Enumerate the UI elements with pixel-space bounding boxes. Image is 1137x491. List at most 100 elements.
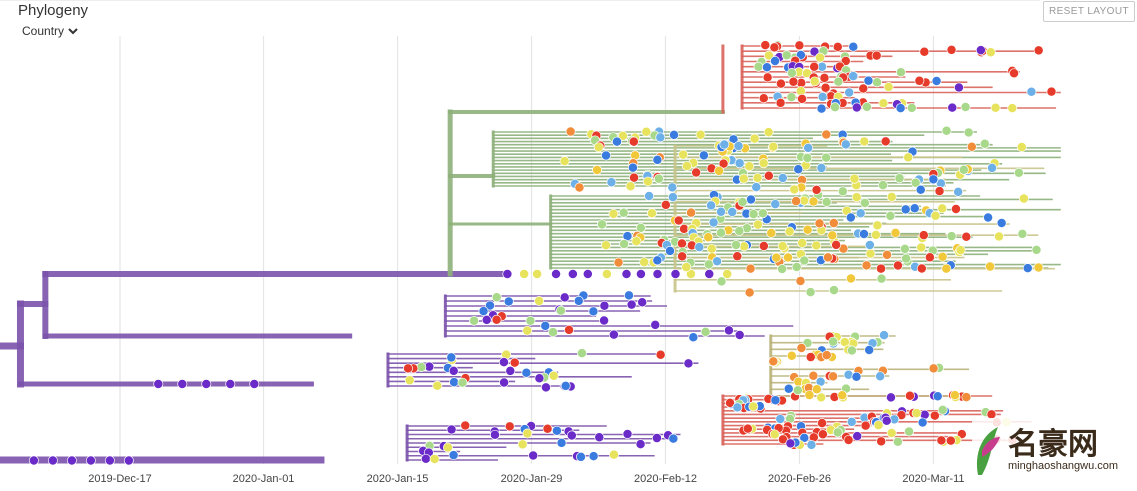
tip-node[interactable]	[757, 208, 768, 219]
tip-node[interactable]	[809, 76, 820, 87]
tip-node[interactable]	[644, 191, 655, 201]
tip-node[interactable]	[895, 67, 906, 78]
tip-node[interactable]	[225, 379, 236, 389]
tip-node[interactable]	[47, 455, 58, 466]
tip-node[interactable]	[491, 314, 502, 325]
tip-node[interactable]	[814, 218, 825, 229]
tip-node[interactable]	[960, 102, 971, 112]
tip-node[interactable]	[624, 290, 634, 301]
tip-node[interactable]	[870, 229, 881, 240]
tip-node[interactable]	[918, 230, 929, 241]
tip-node[interactable]	[796, 343, 807, 353]
tip-node[interactable]	[845, 273, 856, 284]
tip-node[interactable]	[650, 319, 661, 330]
tip-node[interactable]	[404, 375, 415, 386]
tip-node[interactable]	[843, 435, 854, 445]
tip-node[interactable]	[660, 199, 671, 210]
tip-node[interactable]	[646, 208, 657, 219]
color-by-dropdown[interactable]: Country	[22, 24, 78, 38]
tip-node[interactable]	[821, 197, 832, 207]
tip-node[interactable]	[519, 269, 530, 279]
tip-node[interactable]	[678, 149, 689, 160]
tip-node[interactable]	[808, 370, 819, 381]
tip-node[interactable]	[443, 442, 453, 453]
tip-node[interactable]	[769, 42, 780, 53]
tip-node[interactable]	[817, 418, 828, 429]
tip-node[interactable]	[628, 136, 639, 147]
tip-node[interactable]	[885, 210, 896, 221]
tip-node[interactable]	[894, 173, 905, 184]
tip-node[interactable]	[521, 367, 532, 378]
tip-node[interactable]	[752, 172, 763, 183]
tip-node[interactable]	[551, 425, 562, 436]
tip-node[interactable]	[979, 138, 990, 149]
tip-node[interactable]	[688, 332, 699, 343]
tip-node[interactable]	[629, 172, 639, 183]
tip-node[interactable]	[811, 240, 822, 251]
tip-node[interactable]	[953, 186, 964, 197]
tip-node[interactable]	[803, 142, 814, 153]
tip-node[interactable]	[582, 269, 593, 279]
tip-node[interactable]	[851, 102, 862, 113]
tip-node[interactable]	[1017, 228, 1028, 239]
tip-node[interactable]	[432, 380, 443, 391]
tip-node[interactable]	[828, 336, 839, 347]
tip-node[interactable]	[788, 76, 799, 87]
tip-node[interactable]	[613, 257, 624, 268]
tip-node[interactable]	[904, 426, 915, 437]
tip-node[interactable]	[883, 81, 894, 92]
tip-node[interactable]	[748, 209, 759, 220]
tip-node[interactable]	[695, 129, 706, 140]
tip-node[interactable]	[460, 420, 471, 431]
tip-node[interactable]	[916, 242, 927, 253]
tip-node[interactable]	[951, 204, 961, 214]
tip-node[interactable]	[752, 219, 763, 230]
tip-node[interactable]	[592, 165, 603, 175]
tip-node[interactable]	[830, 102, 840, 113]
tip-node[interactable]	[517, 439, 528, 450]
tip-node[interactable]	[934, 186, 945, 197]
tip-node[interactable]	[686, 207, 697, 218]
tip-node[interactable]	[655, 349, 666, 360]
tip-node[interactable]	[811, 384, 822, 395]
tip-node[interactable]	[651, 433, 662, 444]
tip-node[interactable]	[653, 173, 664, 184]
tip-node[interactable]	[643, 176, 653, 187]
tip-node[interactable]	[429, 454, 440, 464]
tip-node[interactable]	[509, 357, 520, 368]
tip-node[interactable]	[622, 429, 633, 440]
tip-node[interactable]	[599, 300, 610, 311]
tip-node[interactable]	[793, 164, 804, 175]
tip-node[interactable]	[491, 292, 502, 303]
tip-node[interactable]	[573, 295, 584, 306]
tip-node[interactable]	[875, 371, 886, 382]
tip-node[interactable]	[28, 455, 39, 466]
tip-node[interactable]	[593, 142, 604, 153]
tip-node[interactable]	[714, 165, 725, 176]
tip-node[interactable]	[983, 212, 994, 223]
tip-node[interactable]	[85, 455, 96, 466]
tip-node[interactable]	[683, 358, 694, 369]
tip-node[interactable]	[928, 174, 939, 185]
tip-node[interactable]	[588, 451, 599, 462]
tip-node[interactable]	[861, 101, 872, 112]
tip-node[interactable]	[734, 226, 745, 236]
tip-node[interactable]	[681, 262, 692, 273]
tip-node[interactable]	[532, 269, 543, 279]
tip-node[interactable]	[806, 439, 817, 450]
tip-node[interactable]	[522, 325, 533, 336]
tip-node[interactable]	[723, 325, 734, 336]
tip-node[interactable]	[420, 453, 431, 464]
tip-node[interactable]	[621, 269, 632, 279]
tip-node[interactable]	[882, 249, 892, 260]
tip-node[interactable]	[963, 127, 974, 138]
tip-node[interactable]	[876, 273, 887, 284]
tip-node[interactable]	[770, 395, 781, 406]
tip-node[interactable]	[617, 130, 628, 141]
tip-node[interactable]	[1009, 68, 1019, 79]
tip-node[interactable]	[886, 392, 896, 403]
tip-node[interactable]	[833, 76, 844, 87]
tip-node[interactable]	[770, 199, 781, 210]
tip-node[interactable]	[1013, 167, 1024, 178]
tip-node[interactable]	[878, 98, 889, 109]
